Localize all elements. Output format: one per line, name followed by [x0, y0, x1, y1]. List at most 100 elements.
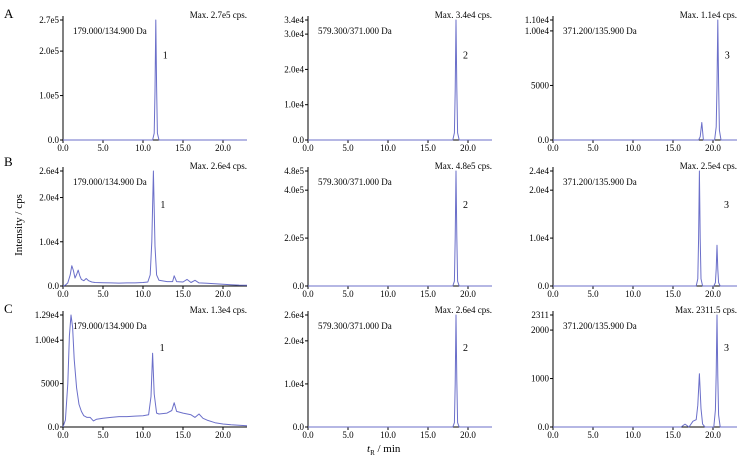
- y-tick-label: 1.29e4: [35, 310, 60, 320]
- row-label-b: B: [4, 154, 13, 169]
- x-tick-label: 10.0: [380, 143, 396, 153]
- y-tick-label: 0.0: [48, 422, 60, 432]
- y-tick-label: 1.0e4: [39, 237, 59, 247]
- x-tick-label: 15.0: [420, 289, 436, 299]
- x-tick-label: 5.0: [587, 430, 599, 440]
- panel-r0-c0: 0.0 5.0 10.0 15.0 20.0 0.0 1.0e5 2.0e5 2.7e5 1 179…: [39, 10, 247, 153]
- x-tick-label: 20.0: [215, 289, 231, 299]
- y-tick-label: 1000: [531, 374, 550, 384]
- max-intensity-label: Max. 2311.5 cps.: [675, 305, 737, 315]
- x-axis-label-unit: / min: [375, 443, 401, 455]
- panel-r1-c1: 0.0 5.0 10.0 15.0 20.0 0.0 2.0e5 4.0e5 4.8e5 2 579…: [284, 161, 492, 299]
- transition-label: 179.000/134.900 Da: [73, 321, 147, 331]
- max-intensity-label: Max. 2.7e5 cps.: [190, 10, 247, 20]
- y-tick-label: 2.0e4: [39, 193, 59, 203]
- y-tick-label: 4.0e5: [284, 185, 304, 195]
- y-tick-label: 2.6e4: [284, 310, 304, 320]
- y-tick-label: 0.0: [293, 422, 305, 432]
- y-tick-label: 2.4e4: [529, 166, 549, 176]
- series-trace: [308, 314, 492, 428]
- x-tick-label: 5.0: [97, 430, 109, 440]
- max-intensity-label: Max. 2.5e4 cps.: [680, 161, 737, 171]
- peak-label: 1: [160, 343, 165, 354]
- x-tick-label: 20.0: [215, 430, 231, 440]
- x-tick-label: 20.0: [215, 143, 231, 153]
- transition-label: 179.000/134.900 Da: [73, 26, 147, 36]
- transition-label: 579.300/371.000 Da: [318, 177, 392, 187]
- peak-label: 3: [724, 343, 729, 354]
- max-intensity-label: Max. 2.6e4 cps.: [190, 161, 247, 171]
- peak-label: 2: [463, 50, 468, 61]
- x-tick-label: 0.0: [547, 143, 559, 153]
- y-axis-label: Intensity / cps: [13, 194, 25, 256]
- y-tick-label: 0.0: [293, 281, 305, 291]
- x-tick-label: 15.0: [665, 430, 681, 440]
- panel-r1-c0: 0.0 5.0 10.0 15.0 20.0 0.0 1.0e4 2.0e4 2.6e4 1 179…: [39, 161, 248, 299]
- y-tick-label: 2.0e5: [284, 233, 304, 243]
- x-tick-label: 0.0: [302, 143, 314, 153]
- series-trace: [553, 170, 737, 287]
- x-tick-label: 15.0: [665, 143, 681, 153]
- transition-label: 579.300/371.000 Da: [318, 26, 392, 36]
- x-tick-label: 0.0: [57, 430, 69, 440]
- row-label-a: A: [4, 6, 14, 21]
- y-tick-label: 2000: [531, 325, 550, 335]
- y-tick-label: 2311: [531, 310, 549, 320]
- transition-label: 371.200/135.900 Da: [563, 177, 637, 187]
- x-tick-label: 0.0: [57, 143, 69, 153]
- x-tick-label: 20.0: [705, 430, 721, 440]
- x-tick-label: 5.0: [97, 143, 109, 153]
- x-tick-label: 0.0: [57, 289, 69, 299]
- max-intensity-label: Max. 2.6e4 cps.: [435, 305, 492, 315]
- x-tick-label: 5.0: [342, 143, 354, 153]
- panels-layer: 0.0 5.0 10.0 15.0 20.00.01.0e52.0e52.7e51179…: [35, 10, 737, 440]
- x-tick-label: 15.0: [175, 430, 191, 440]
- panel-r1-c2: 0.0 5.0 10.0 15.0 20.0 0.0 1.0e4 2.0e4 2.4e4 3 371…: [529, 161, 737, 299]
- x-tick-label: 0.0: [302, 289, 314, 299]
- y-tick-label: 1.00e4: [525, 26, 550, 36]
- max-intensity-label: Max. 4.8e5 cps.: [435, 161, 492, 171]
- x-tick-label: 10.0: [135, 289, 151, 299]
- max-intensity-label: Max. 1.3e4 cps.: [190, 305, 247, 315]
- x-tick-label: 20.0: [460, 289, 476, 299]
- y-tick-label: 1.0e4: [284, 379, 304, 389]
- x-tick-label: 15.0: [420, 143, 436, 153]
- x-tick-label: 0.0: [547, 289, 559, 299]
- panel-r0-c1: 0.0 5.0 10.0 15.0 20.0 0.0 1.0e4 2.0e4 3.0e4 3.4e…: [284, 10, 492, 153]
- y-tick-label: 2.0e4: [284, 336, 304, 346]
- y-tick-label: 2.0e4: [284, 64, 304, 74]
- x-axis-label: tR / min: [367, 443, 401, 457]
- y-tick-label: 2.0e4: [529, 185, 549, 195]
- transition-label: 179.000/134.900 Da: [73, 177, 147, 187]
- x-tick-label: 20.0: [705, 289, 721, 299]
- x-tick-label: 5.0: [587, 289, 599, 299]
- series-trace: [308, 19, 492, 141]
- panel-r2-c0: 0.0 5.0 10.0 15.0 20.0 0.0 5000 1.00e4 1.29e4 1 17…: [35, 305, 248, 440]
- x-tick-label: 0.0: [302, 430, 314, 440]
- transition-label: 579.300/371.000 Da: [318, 321, 392, 331]
- y-tick-label: 0.0: [538, 422, 550, 432]
- y-tick-label: 1.10e4: [525, 15, 550, 25]
- panel-r2-c1: 0.0 5.0 10.0 15.0 20.0 0.0 1.0e4 2.0e4 2.6e4 2 579…: [284, 305, 492, 440]
- x-tick-label: 10.0: [135, 143, 151, 153]
- transition-label: 371.200/135.900 Da: [563, 321, 637, 331]
- transition-label: 371.200/135.900 Da: [563, 26, 637, 36]
- peak-label: 1: [160, 200, 165, 211]
- peak-label: 1: [163, 50, 168, 61]
- x-tick-label: 20.0: [460, 143, 476, 153]
- x-tick-label: 15.0: [665, 289, 681, 299]
- x-tick-label: 5.0: [97, 289, 109, 299]
- y-tick-label: 4.8e5: [284, 166, 304, 176]
- x-tick-label: 20.0: [705, 143, 721, 153]
- y-tick-label: 2.6e4: [39, 166, 59, 176]
- series-trace: [62, 314, 248, 428]
- x-tick-label: 0.0: [547, 430, 559, 440]
- series-trace: [308, 170, 492, 287]
- y-tick-label: 2.0e5: [39, 46, 59, 56]
- x-tick-label: 5.0: [342, 289, 354, 299]
- y-tick-label: 0.0: [48, 281, 60, 291]
- y-tick-label: 1.0e4: [529, 233, 549, 243]
- x-tick-label: 15.0: [420, 430, 436, 440]
